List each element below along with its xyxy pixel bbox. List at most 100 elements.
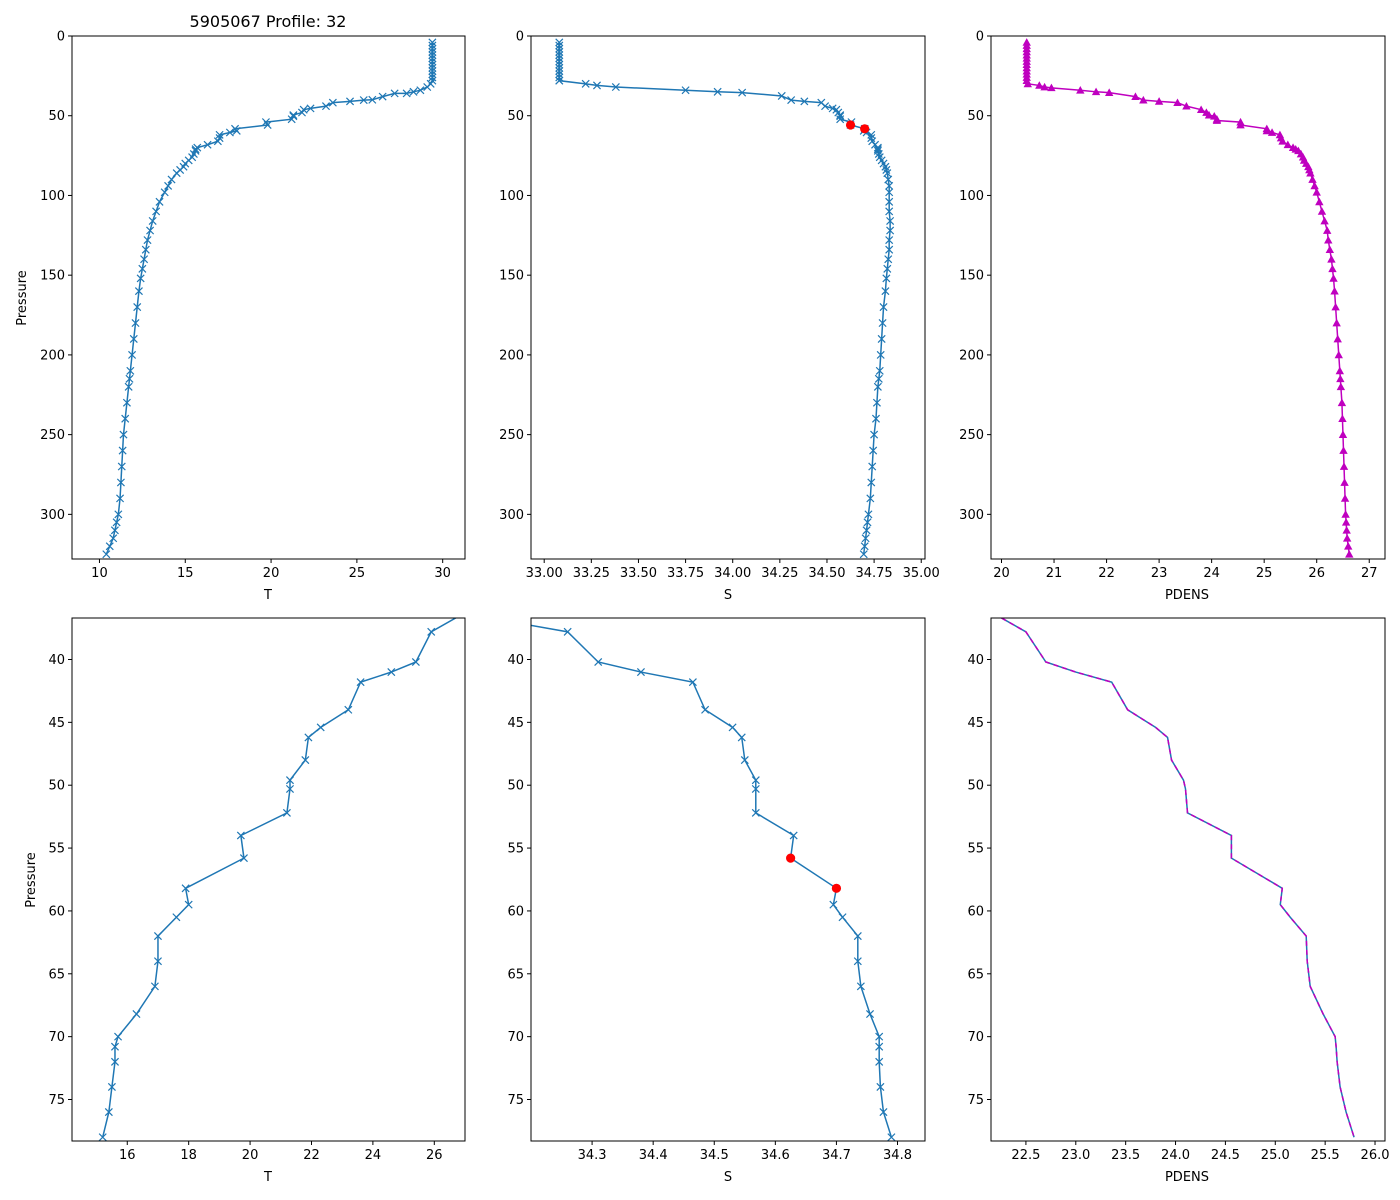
- data-point-marker: [428, 70, 437, 79]
- data-point-marker: [114, 510, 123, 519]
- x-tick-label: 34.50: [808, 566, 845, 581]
- data-point-marker: [875, 1057, 884, 1066]
- data-point-marker: [132, 1009, 141, 1019]
- data-point-marker: [1339, 462, 1349, 470]
- y-tick-label: 60: [967, 904, 984, 919]
- data-point-marker: [787, 96, 796, 105]
- x-tick-label: 33.50: [620, 566, 657, 581]
- y-tick-label: 150: [40, 269, 65, 284]
- plot-area: [98, 618, 458, 1141]
- data-point-marker: [860, 542, 869, 551]
- y-tick-label: 200: [499, 348, 524, 363]
- data-point-marker: [153, 932, 162, 941]
- data-point-marker: [836, 115, 845, 124]
- data-point-marker: [737, 733, 746, 742]
- data-point-marker: [1023, 79, 1032, 88]
- data-point-marker: [866, 494, 875, 503]
- data-point-marker: [153, 957, 162, 966]
- data-point-marker: [581, 79, 590, 88]
- plot-area: [1000, 618, 1355, 1138]
- data-point-marker: [555, 54, 564, 63]
- data-point-marker: [428, 54, 437, 63]
- data-point-marker: [213, 137, 222, 146]
- data-point-marker: [887, 1133, 896, 1141]
- y-tick-label: 70: [507, 1030, 524, 1045]
- data-point-marker: [1336, 382, 1346, 391]
- panel-pdens-full: PDENS 20 21 22 23 24 25 26 27 0 50 100 150 200 250 300: [959, 30, 1386, 603]
- data-point-marker: [853, 957, 862, 966]
- data-point-marker: [1327, 255, 1336, 263]
- x-tick-label: 34.00: [714, 566, 751, 581]
- data-point-marker: [184, 900, 193, 909]
- x-tick-label: 34.75: [855, 566, 892, 581]
- axes-frame: [530, 617, 926, 1142]
- y-tick-label: 55: [507, 842, 524, 857]
- data-point-marker: [118, 446, 127, 455]
- x-axis-label: T: [263, 588, 272, 603]
- data-point-marker: [1335, 366, 1345, 375]
- data-point-marker: [1341, 518, 1351, 526]
- y-tick-label: 40: [48, 653, 65, 668]
- data-point-marker: [102, 550, 111, 559]
- x-tick-label: 25: [349, 566, 366, 581]
- data-point-marker: [1325, 245, 1335, 254]
- data-point-marker: [427, 627, 436, 636]
- data-point-marker: [1317, 207, 1327, 215]
- data-point-marker: [740, 756, 749, 765]
- x-tick-label: 24.0: [1161, 1148, 1190, 1163]
- data-point-marker: [1340, 494, 1350, 502]
- x-tick-label: 33.00: [526, 566, 563, 581]
- data-point-marker: [110, 1042, 120, 1051]
- x-tick-label: 22: [1098, 566, 1115, 581]
- density-line: [1000, 618, 1355, 1138]
- data-point-marker: [829, 900, 838, 909]
- y-tick-label: 50: [48, 109, 65, 124]
- data-point-marker: [428, 67, 437, 76]
- data-point-marker: [1331, 302, 1340, 311]
- data-point-marker: [1342, 526, 1351, 534]
- x-tick-label: 23.5: [1111, 1148, 1140, 1163]
- data-point-marker: [304, 733, 313, 742]
- plot-area: [102, 38, 437, 559]
- data-point-marker: [879, 303, 888, 312]
- data-point-marker: [428, 47, 437, 56]
- data-point-marker: [555, 47, 564, 56]
- x-tick-label: 26: [426, 1148, 443, 1163]
- data-point-marker: [232, 126, 241, 135]
- data-point-marker: [150, 982, 159, 991]
- data-point-marker: [611, 83, 620, 92]
- x-tick-label: 23: [1151, 566, 1168, 581]
- data-point-marker: [1320, 216, 1329, 225]
- data-point-marker: [1139, 95, 1148, 104]
- density-line-dashed: [1000, 618, 1355, 1138]
- x-tick-label: 18: [180, 1148, 197, 1163]
- data-point-marker: [865, 1009, 875, 1019]
- data-point-marker: [1344, 542, 1353, 550]
- y-tick-label: 70: [48, 1030, 65, 1045]
- data-point-marker: [390, 89, 399, 98]
- data-point-marker: [885, 245, 894, 254]
- y-tick-label: 55: [48, 842, 65, 857]
- data-point-marker: [1040, 82, 1049, 91]
- data-point-marker: [356, 678, 365, 687]
- axes-frame: [71, 617, 466, 1142]
- y-tick-label: 60: [48, 904, 65, 919]
- data-point-marker: [800, 97, 809, 106]
- data-point-marker: [862, 526, 871, 535]
- data-point-marker: [869, 446, 878, 455]
- y-tick-label: 65: [967, 967, 984, 982]
- data-point-marker: [411, 657, 420, 667]
- plot-area: [555, 38, 895, 559]
- data-point-marker: [1154, 97, 1164, 105]
- data-point-marker: [1262, 126, 1271, 135]
- x-axis-label: S: [724, 1170, 732, 1185]
- data-point-marker: [555, 73, 564, 82]
- data-point-marker: [1076, 86, 1085, 94]
- flagged-point-marker: [786, 853, 796, 863]
- x-tick-label: 34.4: [639, 1148, 668, 1163]
- x-tick-label: 30: [434, 566, 451, 581]
- data-point-marker: [1182, 101, 1191, 110]
- data-point-marker: [1105, 88, 1114, 96]
- data-point-marker: [751, 776, 760, 785]
